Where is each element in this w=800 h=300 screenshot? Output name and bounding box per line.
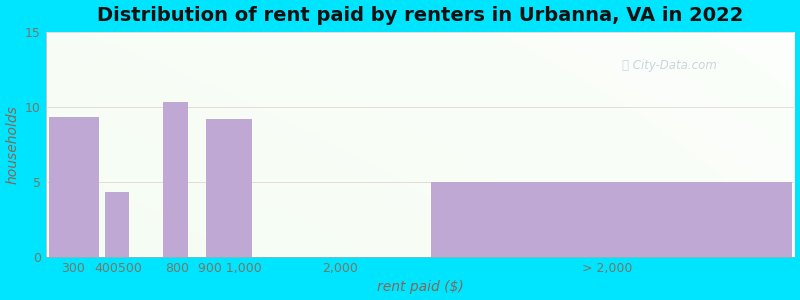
Text: ⓘ City-Data.com: ⓘ City-Data.com — [622, 59, 717, 72]
Bar — [105, 192, 129, 257]
Title: Distribution of rent paid by renters in Urbanna, VA in 2022: Distribution of rent paid by renters in … — [97, 6, 743, 25]
Bar — [49, 117, 99, 257]
Bar — [163, 102, 187, 257]
Bar — [431, 182, 792, 257]
Bar — [206, 119, 252, 257]
Y-axis label: households: households — [6, 105, 19, 184]
X-axis label: rent paid ($): rent paid ($) — [377, 280, 463, 294]
